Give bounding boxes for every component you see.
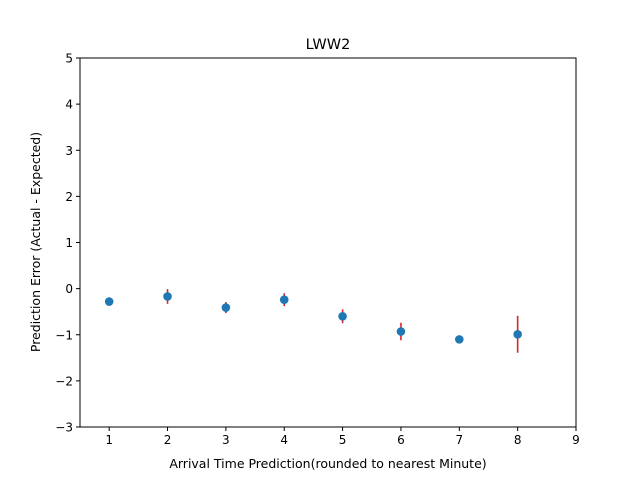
y-tick-label: −2 — [55, 374, 73, 388]
data-point — [104, 297, 114, 306]
x-tick-label: 2 — [164, 433, 172, 447]
data-point — [279, 295, 289, 304]
x-tick-label: 8 — [514, 433, 522, 447]
y-tick-label: 5 — [65, 52, 73, 66]
x-axis-label: Arrival Time Prediction(rounded to neare… — [169, 456, 486, 471]
x-tick-label: 6 — [397, 433, 405, 447]
y-tick-label: 0 — [65, 282, 73, 296]
x-tick-label: 7 — [455, 433, 463, 447]
y-tick-label: 3 — [65, 144, 73, 158]
data-point — [338, 312, 347, 321]
y-tick-label: 2 — [65, 190, 73, 204]
x-tick-label: 9 — [572, 433, 580, 447]
x-tick-label: 3 — [222, 433, 230, 447]
y-tick-label: 1 — [65, 236, 73, 250]
x-tick-label: 5 — [339, 433, 347, 447]
plot-area — [80, 58, 576, 427]
chart-title: LWW2 — [306, 37, 351, 53]
x-tick-label: 1 — [105, 433, 113, 447]
y-tick-label: 4 — [65, 98, 73, 112]
data-point — [454, 335, 464, 344]
y-axis-label: Prediction Error (Actual - Expected) — [28, 132, 43, 352]
y-tick-label: −3 — [55, 421, 73, 435]
x-axis: 1 2 3 4 5 6 7 8 9 — [105, 427, 580, 447]
markers-layer — [104, 292, 522, 344]
data-point — [163, 292, 172, 301]
data-point — [513, 329, 522, 339]
x-tick-label: 4 — [280, 433, 288, 447]
data-point — [221, 303, 231, 312]
y-axis: −3 −2 −1 0 1 2 3 4 5 — [55, 52, 80, 435]
y-tick-label: −1 — [55, 328, 73, 342]
data-point — [396, 327, 406, 336]
